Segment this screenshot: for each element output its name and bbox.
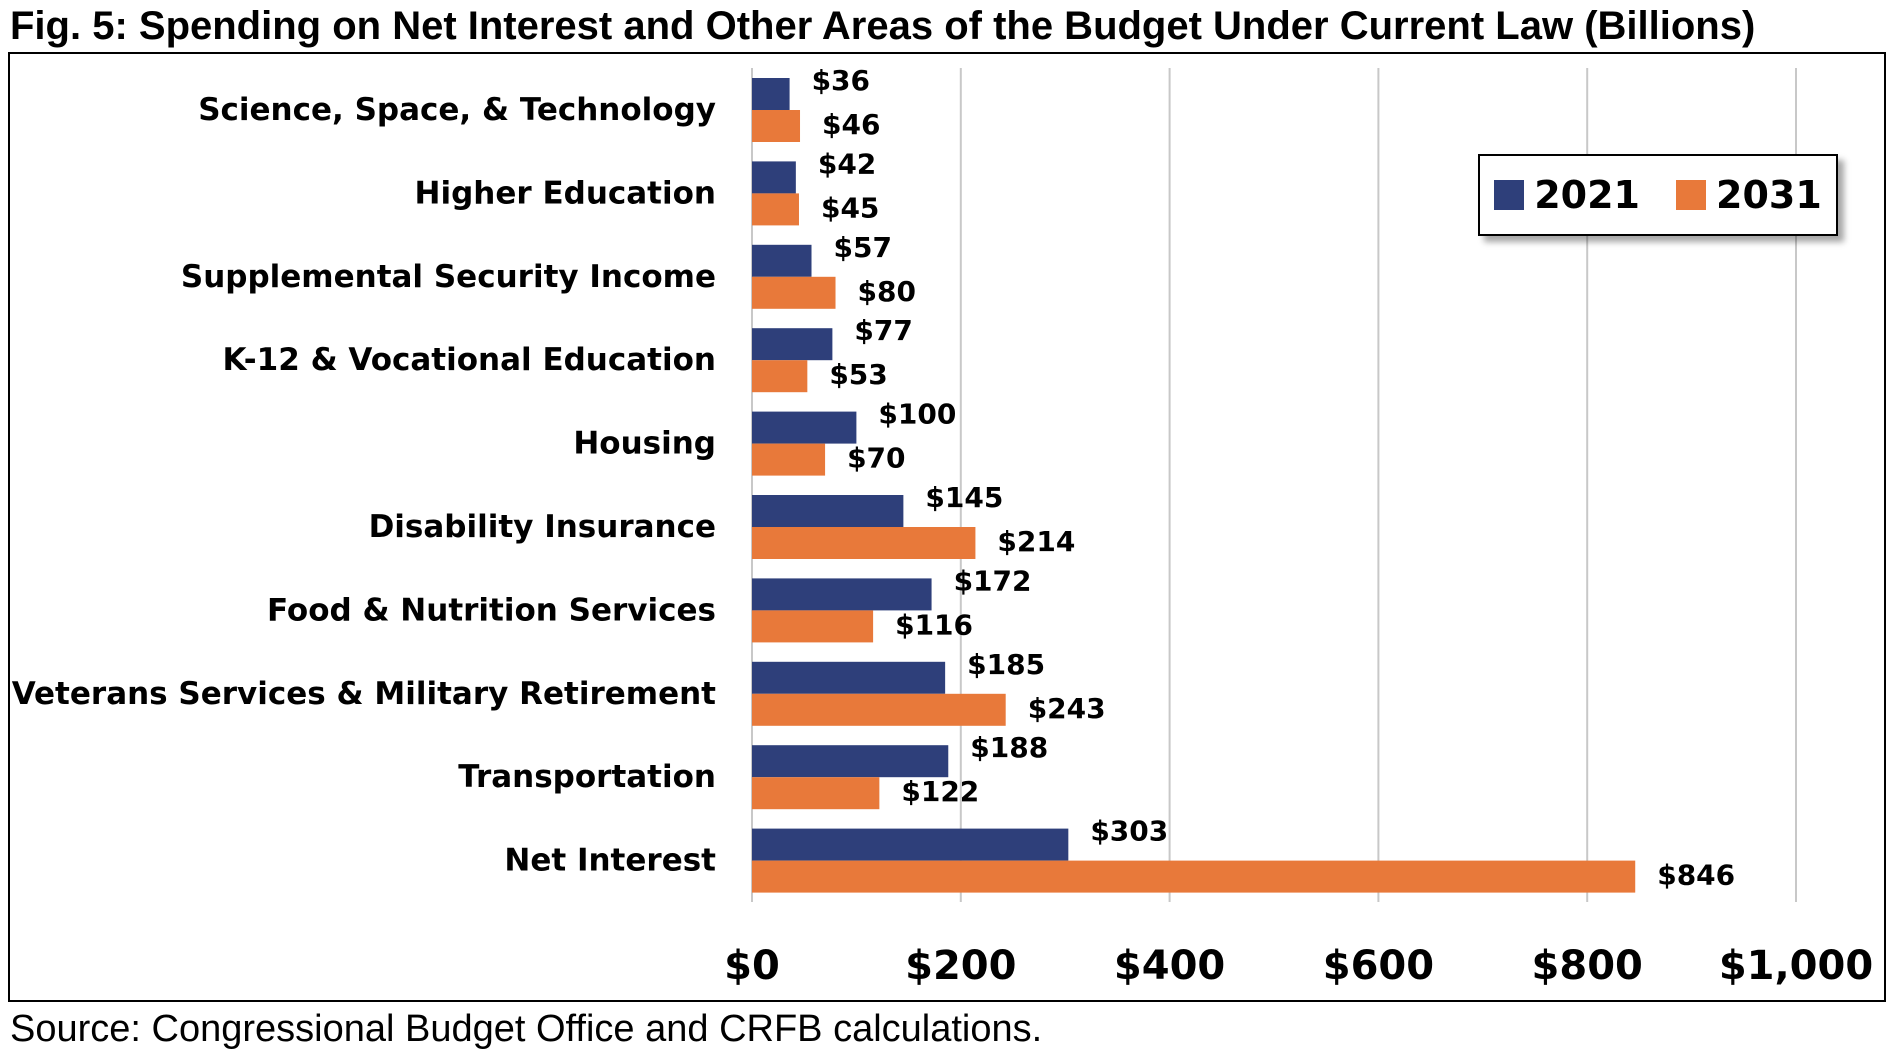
legend-swatch-2021 xyxy=(1494,180,1525,210)
x-tick-label: $1,000 xyxy=(1719,943,1873,989)
x-tick-label: $400 xyxy=(1114,943,1225,989)
category-label: Net Interest xyxy=(504,843,716,879)
bar-2031 xyxy=(752,527,976,559)
bar-2021 xyxy=(752,495,904,527)
category-label: Veterans Services & Military Retirement xyxy=(12,676,716,712)
x-tick-label: $200 xyxy=(905,943,1016,989)
data-label-2021: $42 xyxy=(818,147,876,180)
bar-2031 xyxy=(752,276,836,309)
x-tick-label: $800 xyxy=(1532,943,1643,989)
category-label: K-12 & Vocational Education xyxy=(222,342,716,378)
bar-2031 xyxy=(752,443,826,476)
chart-legend: 2021 2031 xyxy=(1478,154,1838,236)
source-note: Source: Congressional Budget Office and … xyxy=(10,1008,1043,1050)
data-label-2021: $36 xyxy=(812,64,870,97)
category-label: Transportation xyxy=(458,759,716,795)
legend-item-2031: 2031 xyxy=(1676,173,1822,217)
category-label: Science, Space, & Technology xyxy=(198,92,716,128)
bar-2031 xyxy=(752,777,880,810)
bar-2031 xyxy=(752,193,799,226)
data-label-2031: $846 xyxy=(1657,859,1735,892)
bar-2021 xyxy=(752,828,1069,861)
category-label: Higher Education xyxy=(415,175,716,211)
bar-2021 xyxy=(752,578,932,611)
bar-2021 xyxy=(752,244,812,277)
bar-2021 xyxy=(752,328,833,361)
data-label-2031: $243 xyxy=(1028,692,1106,725)
data-label-2031: $70 xyxy=(847,442,905,475)
data-label-2021: $172 xyxy=(954,564,1032,597)
bar-2021 xyxy=(752,411,857,444)
data-label-2021: $185 xyxy=(967,648,1045,681)
data-label-2031: $80 xyxy=(858,275,916,308)
legend-label-2021: 2021 xyxy=(1534,173,1640,217)
bar-2031 xyxy=(752,860,1636,893)
legend-swatch-2031 xyxy=(1676,180,1706,210)
data-label-2021: $77 xyxy=(854,314,912,347)
data-label-2021: $145 xyxy=(925,481,1003,514)
bar-2021 xyxy=(752,661,946,694)
data-label-2031: $46 xyxy=(822,108,880,141)
x-tick-label: $600 xyxy=(1323,943,1434,989)
data-label-2031: $53 xyxy=(829,358,887,391)
data-label-2021: $57 xyxy=(834,231,892,264)
bar-2031 xyxy=(752,610,874,643)
data-label-2021: $188 xyxy=(970,731,1048,764)
bar-2021 xyxy=(752,161,796,194)
chart-frame: $0 $200 $400 $600 $800 $1,000 Science, Space, … xyxy=(8,52,1886,1002)
category-label: Housing xyxy=(573,426,716,462)
x-tick-label: $0 xyxy=(724,943,780,989)
bar-2031 xyxy=(752,693,1006,726)
chart-title: Fig. 5: Spending on Net Interest and Oth… xyxy=(10,4,1756,48)
category-label: Supplemental Security Income xyxy=(181,259,716,295)
legend-label-2031: 2031 xyxy=(1716,173,1822,217)
data-label-2031: $214 xyxy=(997,525,1075,558)
category-label: Food & Nutrition Services xyxy=(267,592,716,628)
bar-chart: $0 $200 $400 $600 $800 $1,000 Science, Space, … xyxy=(12,64,1873,989)
legend-item-2021: 2021 xyxy=(1494,173,1640,217)
bar-2021 xyxy=(752,745,949,778)
data-label-2031: $116 xyxy=(895,608,973,641)
bar-2031 xyxy=(752,360,808,393)
data-label-2031: $122 xyxy=(901,775,979,808)
bar-2021 xyxy=(752,78,790,110)
data-label-2021: $303 xyxy=(1090,815,1168,848)
data-label-2031: $45 xyxy=(821,191,879,224)
category-label: Disability Insurance xyxy=(369,509,716,545)
data-label-2021: $100 xyxy=(878,398,956,431)
bar-2031 xyxy=(752,110,801,142)
